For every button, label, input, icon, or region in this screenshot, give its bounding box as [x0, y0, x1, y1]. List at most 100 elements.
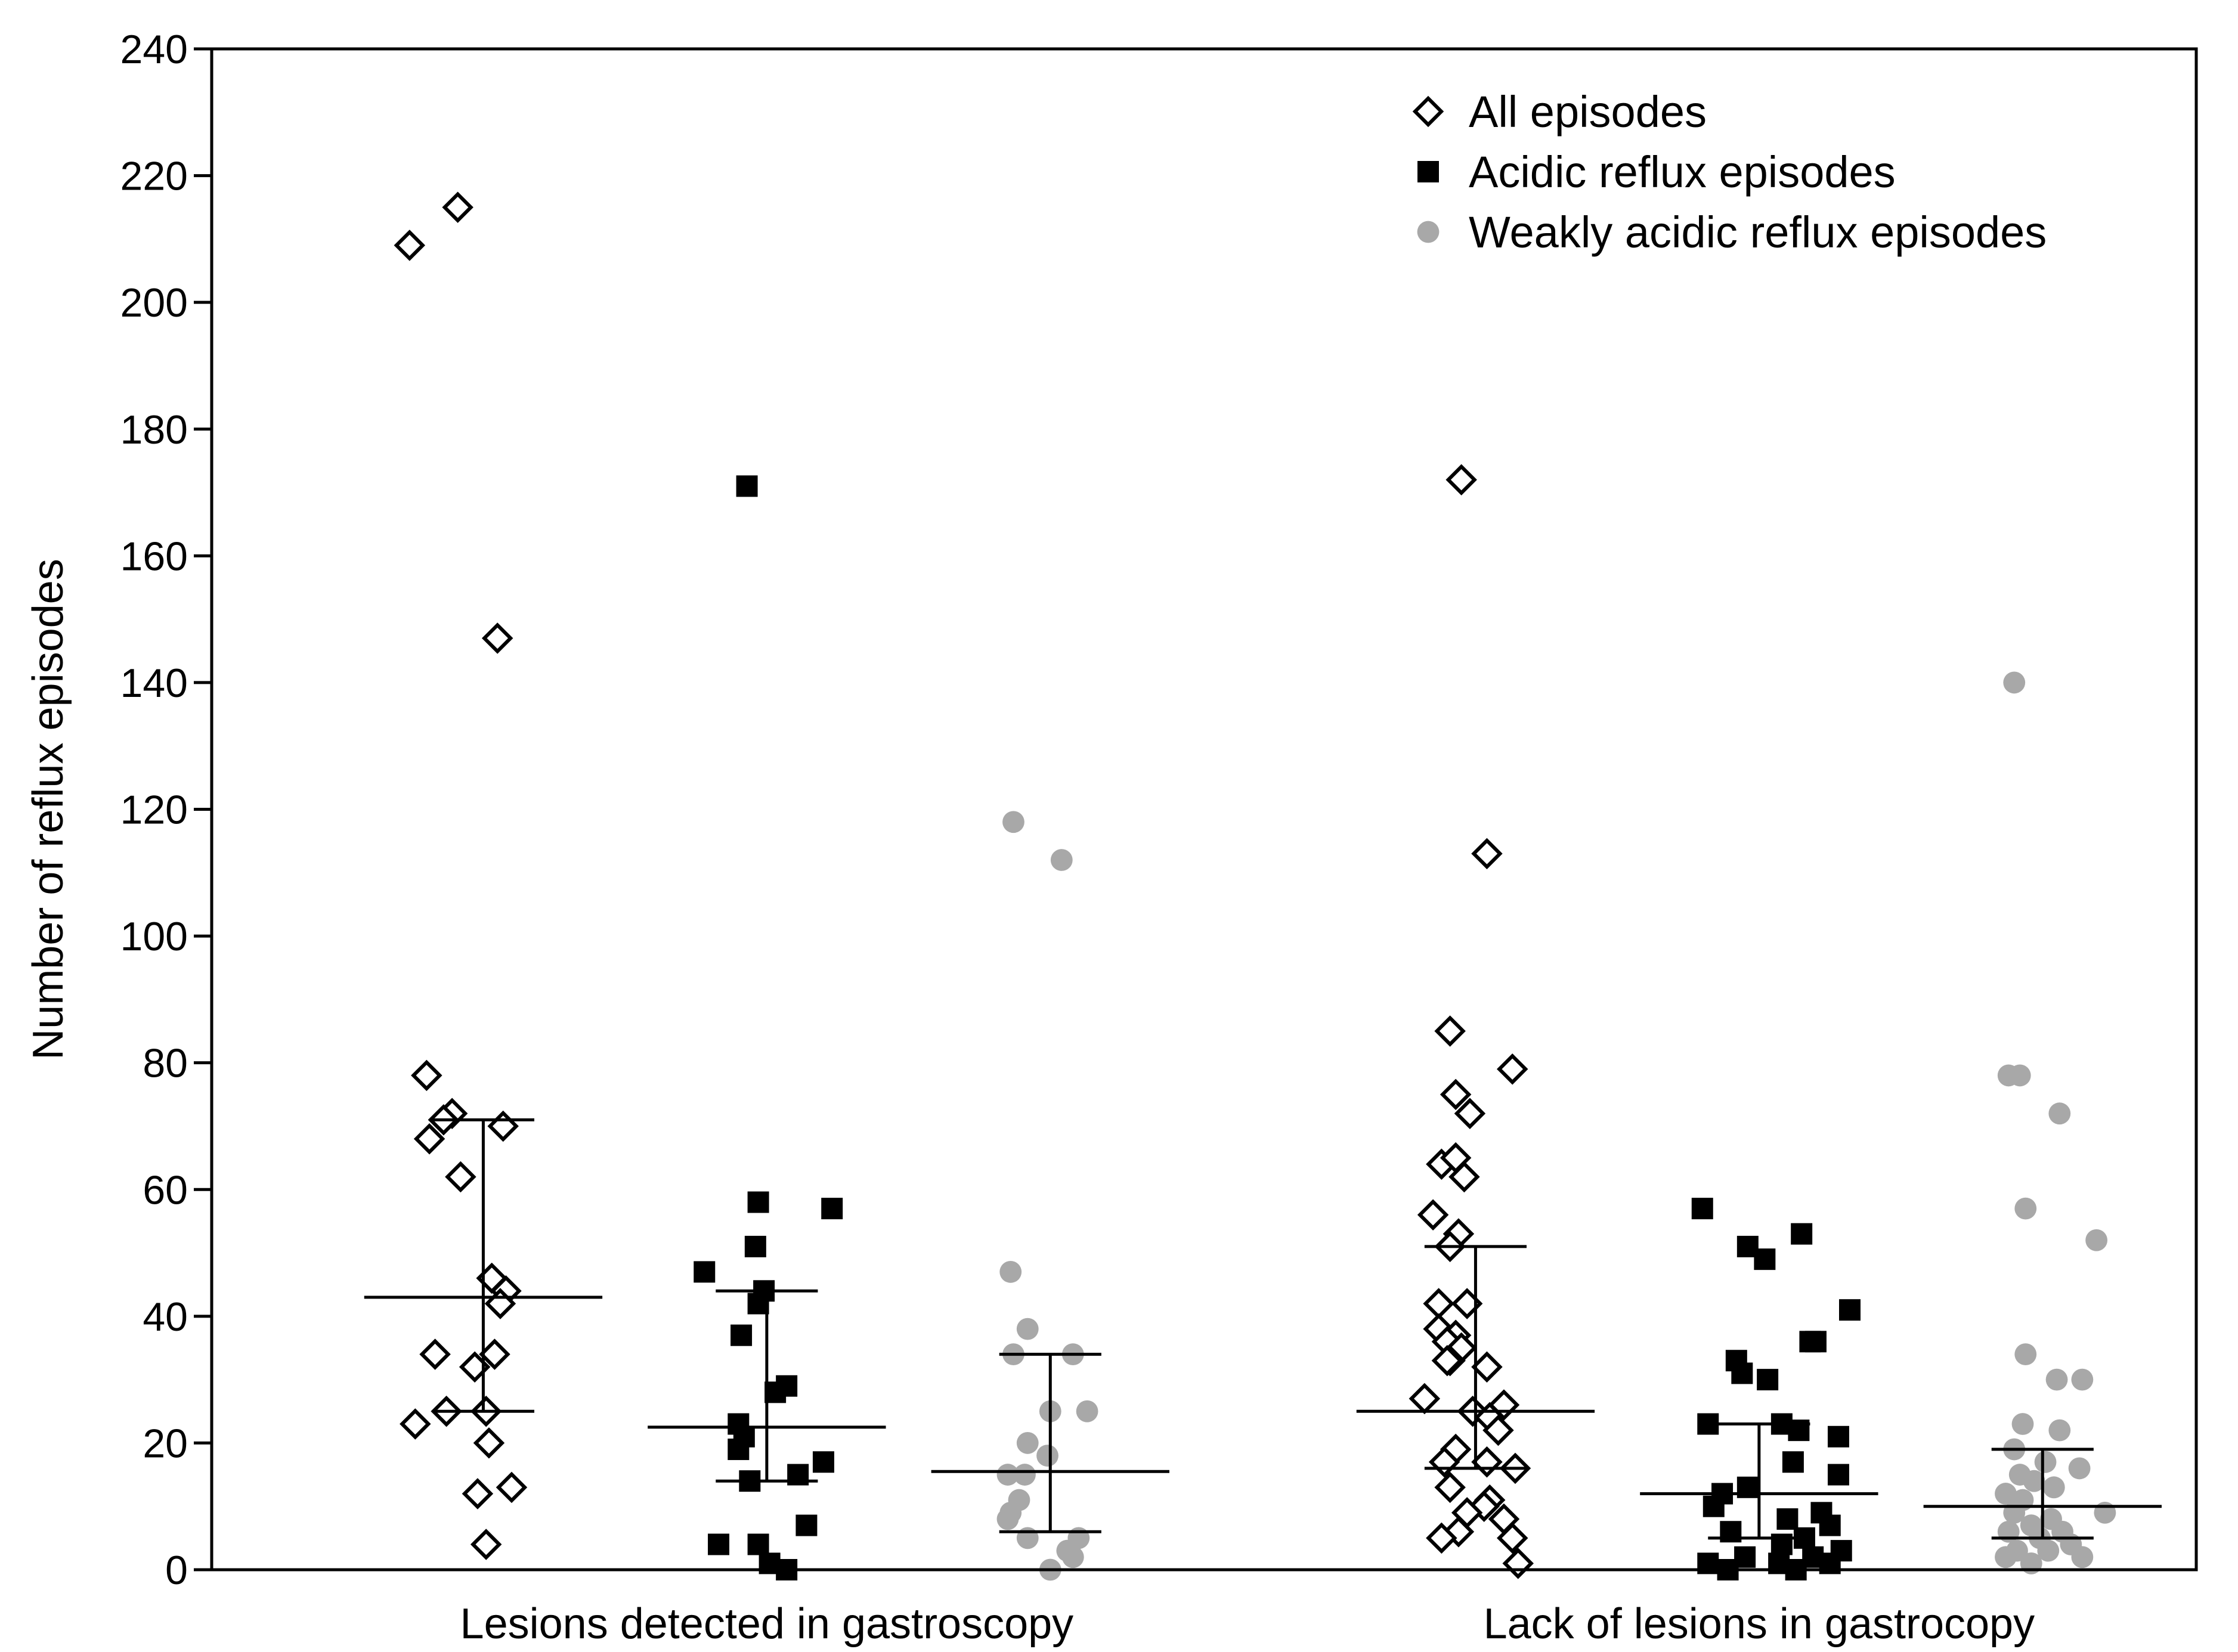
y-tick-label: 200: [120, 280, 188, 326]
data-point: [462, 1478, 494, 1510]
median-bar-lack-of-lesions-in-gastrocopy-weakly-acidic-reflux-episodes: [1923, 1448, 2162, 1540]
data-point: [999, 1261, 1022, 1283]
data-point: [479, 1338, 510, 1370]
data-point: [1002, 811, 1024, 833]
data-point: [1819, 1514, 1841, 1536]
data-point: [1061, 1546, 1084, 1569]
y-tick-label: 40: [143, 1294, 188, 1340]
data-point: [1440, 1078, 1472, 1111]
y-tick-label: 240: [120, 27, 188, 72]
data-point: [747, 1191, 769, 1213]
data-point: [1799, 1331, 1821, 1353]
data-point: [744, 1235, 766, 1257]
x-category-label: Lesions detected in gastroscopy: [460, 1600, 1074, 1648]
data-point: [411, 1059, 442, 1092]
y-tick-label: 80: [143, 1041, 188, 1086]
data-point: [2085, 1229, 2108, 1251]
legend-marker: [1417, 221, 1440, 243]
y-tick-label: 20: [143, 1421, 188, 1466]
data-point: [1014, 1464, 1036, 1486]
data-point: [1703, 1495, 1725, 1517]
median-bar-lesions-detected-in-gastroscopy-acidic-reflux-episodes: [648, 1289, 886, 1483]
data-point: [747, 1533, 769, 1555]
data-point: [736, 475, 758, 497]
legend-item-acidic-reflux-episodes: Acidic reflux episodes: [1417, 147, 1896, 197]
data-point: [1445, 464, 1477, 496]
data-point: [728, 1439, 750, 1461]
data-point: [1776, 1508, 1799, 1530]
legend-marker: [1417, 161, 1439, 182]
legend-marker: [1412, 95, 1444, 128]
data-point: [2011, 1413, 2034, 1435]
legend-item-weakly-acidic-reflux-episodes: Weakly acidic reflux episodes: [1417, 207, 2047, 257]
data-point: [1995, 1546, 2017, 1569]
column-lesions-detected-in-gastroscopy-all-episodes: [394, 191, 528, 1560]
y-tick-label: 160: [120, 534, 188, 579]
data-point: [1434, 1015, 1466, 1047]
data-point: [1434, 1471, 1466, 1504]
data-markers: [394, 191, 2116, 1581]
legend-label: Acidic reflux episodes: [1469, 147, 1896, 197]
data-point: [1471, 838, 1503, 870]
data-point: [2068, 1457, 2091, 1480]
data-point: [1838, 1299, 1861, 1321]
y-axis-title: Number of reflux episodes: [24, 559, 72, 1059]
data-point: [1496, 1053, 1528, 1085]
data-point: [996, 1464, 1019, 1486]
median-iqr-bars: [364, 1118, 2162, 1540]
legend: All episodes Acidic reflux episodes Weakly…: [1412, 87, 2047, 257]
data-point: [2048, 1419, 2071, 1442]
median-bar-lesions-detected-in-gastroscopy-weakly-acidic-reflux-episodes: [931, 1353, 1169, 1533]
legend-item-all-episodes: All episodes: [1412, 87, 1707, 137]
legend-label: Weakly acidic reflux episodes: [1469, 207, 2047, 257]
data-point: [2014, 1343, 2037, 1366]
data-point: [2071, 1546, 2094, 1569]
x-category-label: Lack of lesions in gastrocopy: [1484, 1600, 2035, 1648]
data-point: [1471, 1351, 1503, 1383]
data-point: [2042, 1476, 2065, 1499]
data-point: [2008, 1064, 2031, 1087]
data-point: [394, 230, 426, 261]
y-tick-label: 60: [143, 1167, 188, 1213]
data-point: [496, 1471, 528, 1504]
data-point: [2003, 671, 2026, 694]
data-point: [419, 1338, 451, 1370]
data-point: [2071, 1368, 2094, 1391]
data-point: [470, 1529, 502, 1560]
data-point: [821, 1198, 843, 1220]
y-tick-label: 180: [120, 407, 188, 452]
data-point: [2045, 1368, 2068, 1391]
data-point: [1757, 1369, 1779, 1391]
median-bar-lack-of-lesions-in-gastrocopy-acidic-reflux-episodes: [1640, 1422, 1878, 1540]
data-point: [1691, 1198, 1713, 1220]
data-point: [1036, 1445, 1058, 1467]
data-point: [730, 1324, 753, 1346]
data-point: [413, 1123, 445, 1155]
data-point: [1496, 1522, 1528, 1554]
data-point: [1016, 1432, 1039, 1454]
data-point: [1482, 1414, 1514, 1446]
data-point: [1791, 1223, 1813, 1245]
data-point: [2037, 1539, 2060, 1562]
data-point: [2048, 1102, 2071, 1125]
data-point: [694, 1261, 716, 1283]
data-point: [1016, 1318, 1039, 1340]
data-point: [442, 191, 473, 223]
data-point: [1754, 1248, 1776, 1270]
data-point: [1431, 1344, 1463, 1377]
data-point: [1076, 1400, 1098, 1422]
data-point: [400, 1408, 431, 1440]
data-point: [812, 1451, 834, 1473]
data-point: [1827, 1425, 1849, 1448]
data-point: [2034, 1450, 2057, 1473]
y-tick-label: 220: [120, 154, 188, 199]
data-point: [1731, 1362, 1753, 1384]
data-point: [708, 1533, 730, 1555]
data-point: [1995, 1483, 2017, 1505]
y-tick-label: 0: [165, 1548, 188, 1593]
y-tick-label: 140: [120, 661, 188, 706]
data-point: [795, 1514, 818, 1536]
y-axis: 0 20 40 60 80 100 120 140 160 180 200 220 240: [120, 27, 212, 1593]
